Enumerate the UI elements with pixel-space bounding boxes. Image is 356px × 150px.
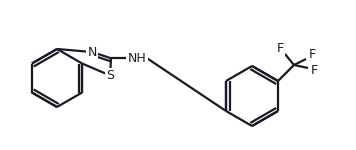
Text: S: S [106,69,114,82]
Text: F: F [310,64,318,78]
Text: F: F [308,48,315,62]
Text: N: N [87,45,97,58]
Text: NH: NH [127,52,146,65]
Text: F: F [276,42,283,56]
